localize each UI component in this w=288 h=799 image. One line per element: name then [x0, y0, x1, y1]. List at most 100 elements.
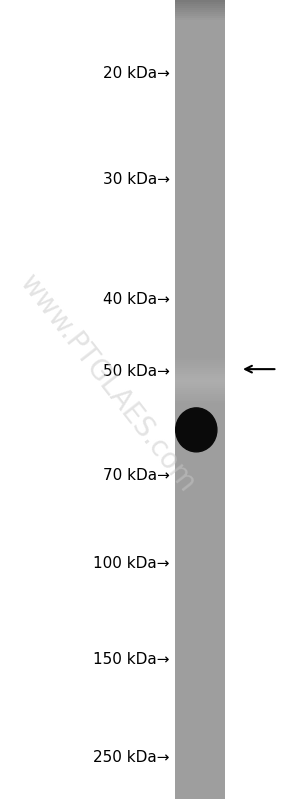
Bar [175, 713, 225, 715]
Bar [175, 136, 225, 137]
Bar [175, 598, 225, 599]
Bar [175, 393, 225, 396]
Bar [175, 595, 225, 598]
Bar [175, 217, 225, 220]
Bar [175, 288, 225, 289]
Bar [175, 305, 225, 308]
Bar [175, 312, 225, 313]
Bar [175, 515, 225, 518]
Bar [175, 153, 225, 156]
Bar [175, 204, 225, 205]
Bar [175, 643, 225, 646]
Bar [175, 101, 225, 104]
Bar [175, 739, 225, 741]
Bar [175, 337, 225, 340]
Bar [175, 60, 225, 62]
Bar [175, 84, 225, 85]
Bar [175, 563, 225, 566]
Bar [175, 32, 225, 34]
Bar [175, 180, 225, 181]
Bar [175, 129, 225, 132]
Bar [175, 529, 225, 531]
Bar [175, 657, 225, 659]
Bar [175, 260, 225, 261]
Bar [175, 156, 225, 158]
Bar [175, 647, 225, 649]
Bar [175, 419, 225, 422]
Bar [175, 635, 225, 638]
Bar [175, 733, 225, 735]
Bar [175, 486, 225, 487]
Bar [175, 446, 225, 447]
Bar [175, 411, 225, 414]
Bar [175, 763, 225, 765]
Bar [175, 510, 225, 511]
Bar [175, 284, 225, 285]
Bar [175, 285, 225, 288]
Bar [175, 587, 225, 590]
Bar [175, 230, 225, 232]
Bar [175, 683, 225, 686]
Bar [175, 66, 225, 68]
Bar [175, 470, 225, 471]
Bar [175, 293, 225, 296]
Bar [175, 478, 225, 479]
Ellipse shape [176, 407, 217, 452]
Bar [175, 28, 225, 30]
Bar [175, 160, 225, 161]
Bar [175, 534, 225, 535]
Bar [175, 42, 225, 44]
Bar [175, 106, 225, 108]
Bar [175, 547, 225, 550]
Bar [175, 144, 225, 145]
Bar [175, 254, 225, 256]
Bar [175, 289, 225, 292]
Bar [175, 317, 225, 320]
Bar [175, 62, 225, 64]
Bar [175, 747, 225, 749]
Bar [175, 64, 225, 66]
Bar [175, 6, 225, 8]
Bar [175, 622, 225, 623]
Bar [175, 56, 225, 58]
Bar [175, 641, 225, 643]
Bar [175, 555, 225, 558]
Bar [175, 531, 225, 534]
Bar [175, 503, 225, 505]
Bar [175, 222, 225, 224]
Bar [175, 575, 225, 577]
Bar [175, 457, 225, 459]
Bar [175, 176, 225, 177]
Bar [175, 40, 225, 42]
Bar [175, 70, 225, 72]
Bar [175, 272, 225, 273]
Bar [175, 30, 225, 32]
Bar [175, 649, 225, 651]
Bar [175, 625, 225, 627]
Bar [175, 22, 225, 24]
Bar [175, 475, 225, 478]
Bar [175, 20, 225, 22]
Bar [175, 276, 225, 277]
Bar [175, 725, 225, 727]
Bar [175, 68, 225, 70]
Bar [175, 731, 225, 733]
Text: 20 kDa→: 20 kDa→ [103, 66, 170, 81]
Bar [175, 723, 225, 725]
Bar [175, 718, 225, 719]
Bar [175, 206, 225, 208]
Bar [175, 651, 225, 654]
Bar [175, 328, 225, 329]
Bar [175, 344, 225, 345]
Bar [175, 783, 225, 785]
Bar [175, 121, 225, 124]
Bar [175, 92, 225, 93]
Bar [175, 248, 225, 249]
Bar [175, 14, 225, 16]
Bar [175, 137, 225, 140]
Bar [175, 670, 225, 671]
Bar [175, 201, 225, 204]
Bar [175, 252, 225, 253]
Bar [175, 654, 225, 655]
Bar [175, 526, 225, 527]
